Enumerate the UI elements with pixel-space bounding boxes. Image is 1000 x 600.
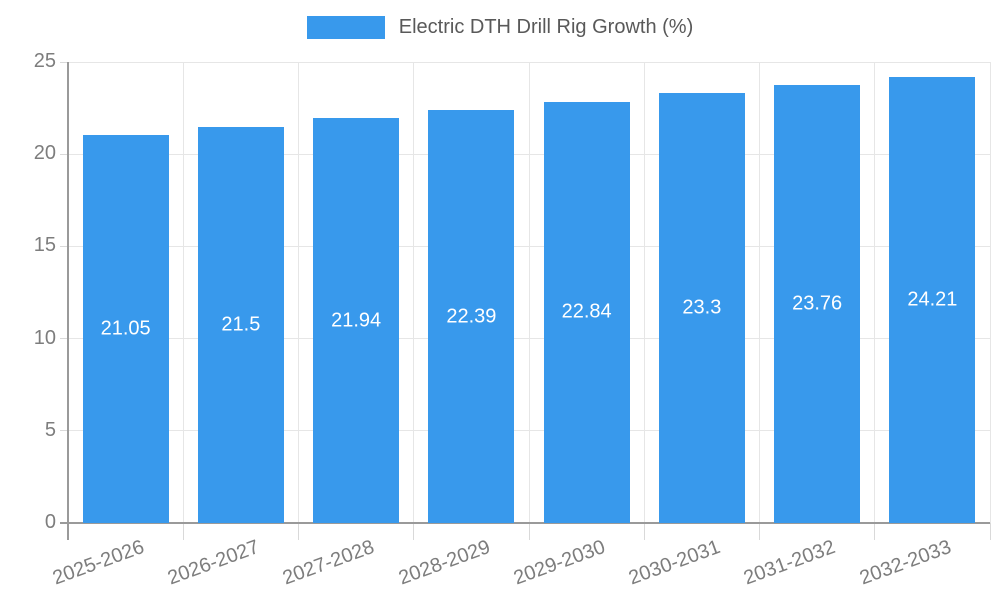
y-axis-tick-label: 5 [44,418,56,441]
y-axis-tick-label: 15 [33,234,56,257]
x-axis-tick [528,523,530,540]
y-axis-tick-label: 0 [44,511,56,534]
bar[interactable]: 21.05 [82,134,169,523]
gridline-vertical [874,62,876,523]
bar-value-label: 23.3 [682,296,722,319]
bar[interactable]: 21.94 [313,118,400,523]
bar[interactable]: 22.84 [543,101,630,523]
gridline-vertical [182,62,184,523]
bar[interactable]: 23.3 [658,93,745,523]
y-axis-tick [60,61,68,63]
bar-value-label: 21.94 [331,309,382,332]
y-axis-tick [60,153,68,155]
x-axis-tick-label: 2031-2032 [741,536,839,590]
x-axis-tick [182,523,184,540]
x-axis-tick-label: 2030-2031 [625,536,724,590]
bar[interactable]: 24.21 [889,76,976,523]
gridline-vertical [413,62,415,523]
y-axis-tick [60,338,68,340]
legend-swatch-icon [306,16,385,39]
bar-value-label: 21.05 [100,317,151,340]
x-axis-tick [989,523,991,540]
x-axis-tick [413,523,415,540]
y-axis-tick-label: 20 [33,142,56,165]
x-axis-tick-label: 2026-2027 [164,536,263,590]
y-axis-tick [60,430,68,432]
gridline-vertical [298,62,299,523]
gridline-vertical [989,62,991,523]
gridline-vertical [643,62,645,523]
y-axis-tick-label: 25 [33,50,56,73]
x-axis-tick [298,523,299,540]
x-axis-tick-label: 2025-2026 [49,536,148,590]
y-axis-tick-label: 10 [33,326,56,349]
x-axis-line [60,522,990,524]
y-axis-tick [60,245,68,247]
x-axis-tick [759,523,760,540]
bar[interactable]: 22.39 [428,110,515,523]
x-axis-tick-label: 2027-2028 [280,536,378,590]
gridline-vertical [759,62,760,523]
x-axis-tick [643,523,645,540]
bar-value-label: 22.39 [446,305,497,328]
legend-label: Electric DTH Drill Rig Growth (%) [398,16,694,38]
x-axis-tick-label: 2032-2033 [856,536,954,590]
bar-value-label: 24.21 [907,288,958,311]
bar[interactable]: 23.76 [774,84,861,523]
bar-value-label: 23.76 [792,292,843,315]
bar-value-label: 21.5 [221,313,261,336]
y-axis-line [67,62,69,540]
x-axis-tick [874,523,876,540]
x-axis-tick-label: 2029-2030 [510,536,609,590]
x-axis-tick-label: 2028-2029 [395,536,493,590]
bar-value-label: 22.84 [561,300,612,323]
bar[interactable]: 21.5 [197,126,284,523]
chart-legend[interactable]: Electric DTH Drill Rig Growth (%) [0,16,1000,39]
gridline-vertical [528,62,530,523]
